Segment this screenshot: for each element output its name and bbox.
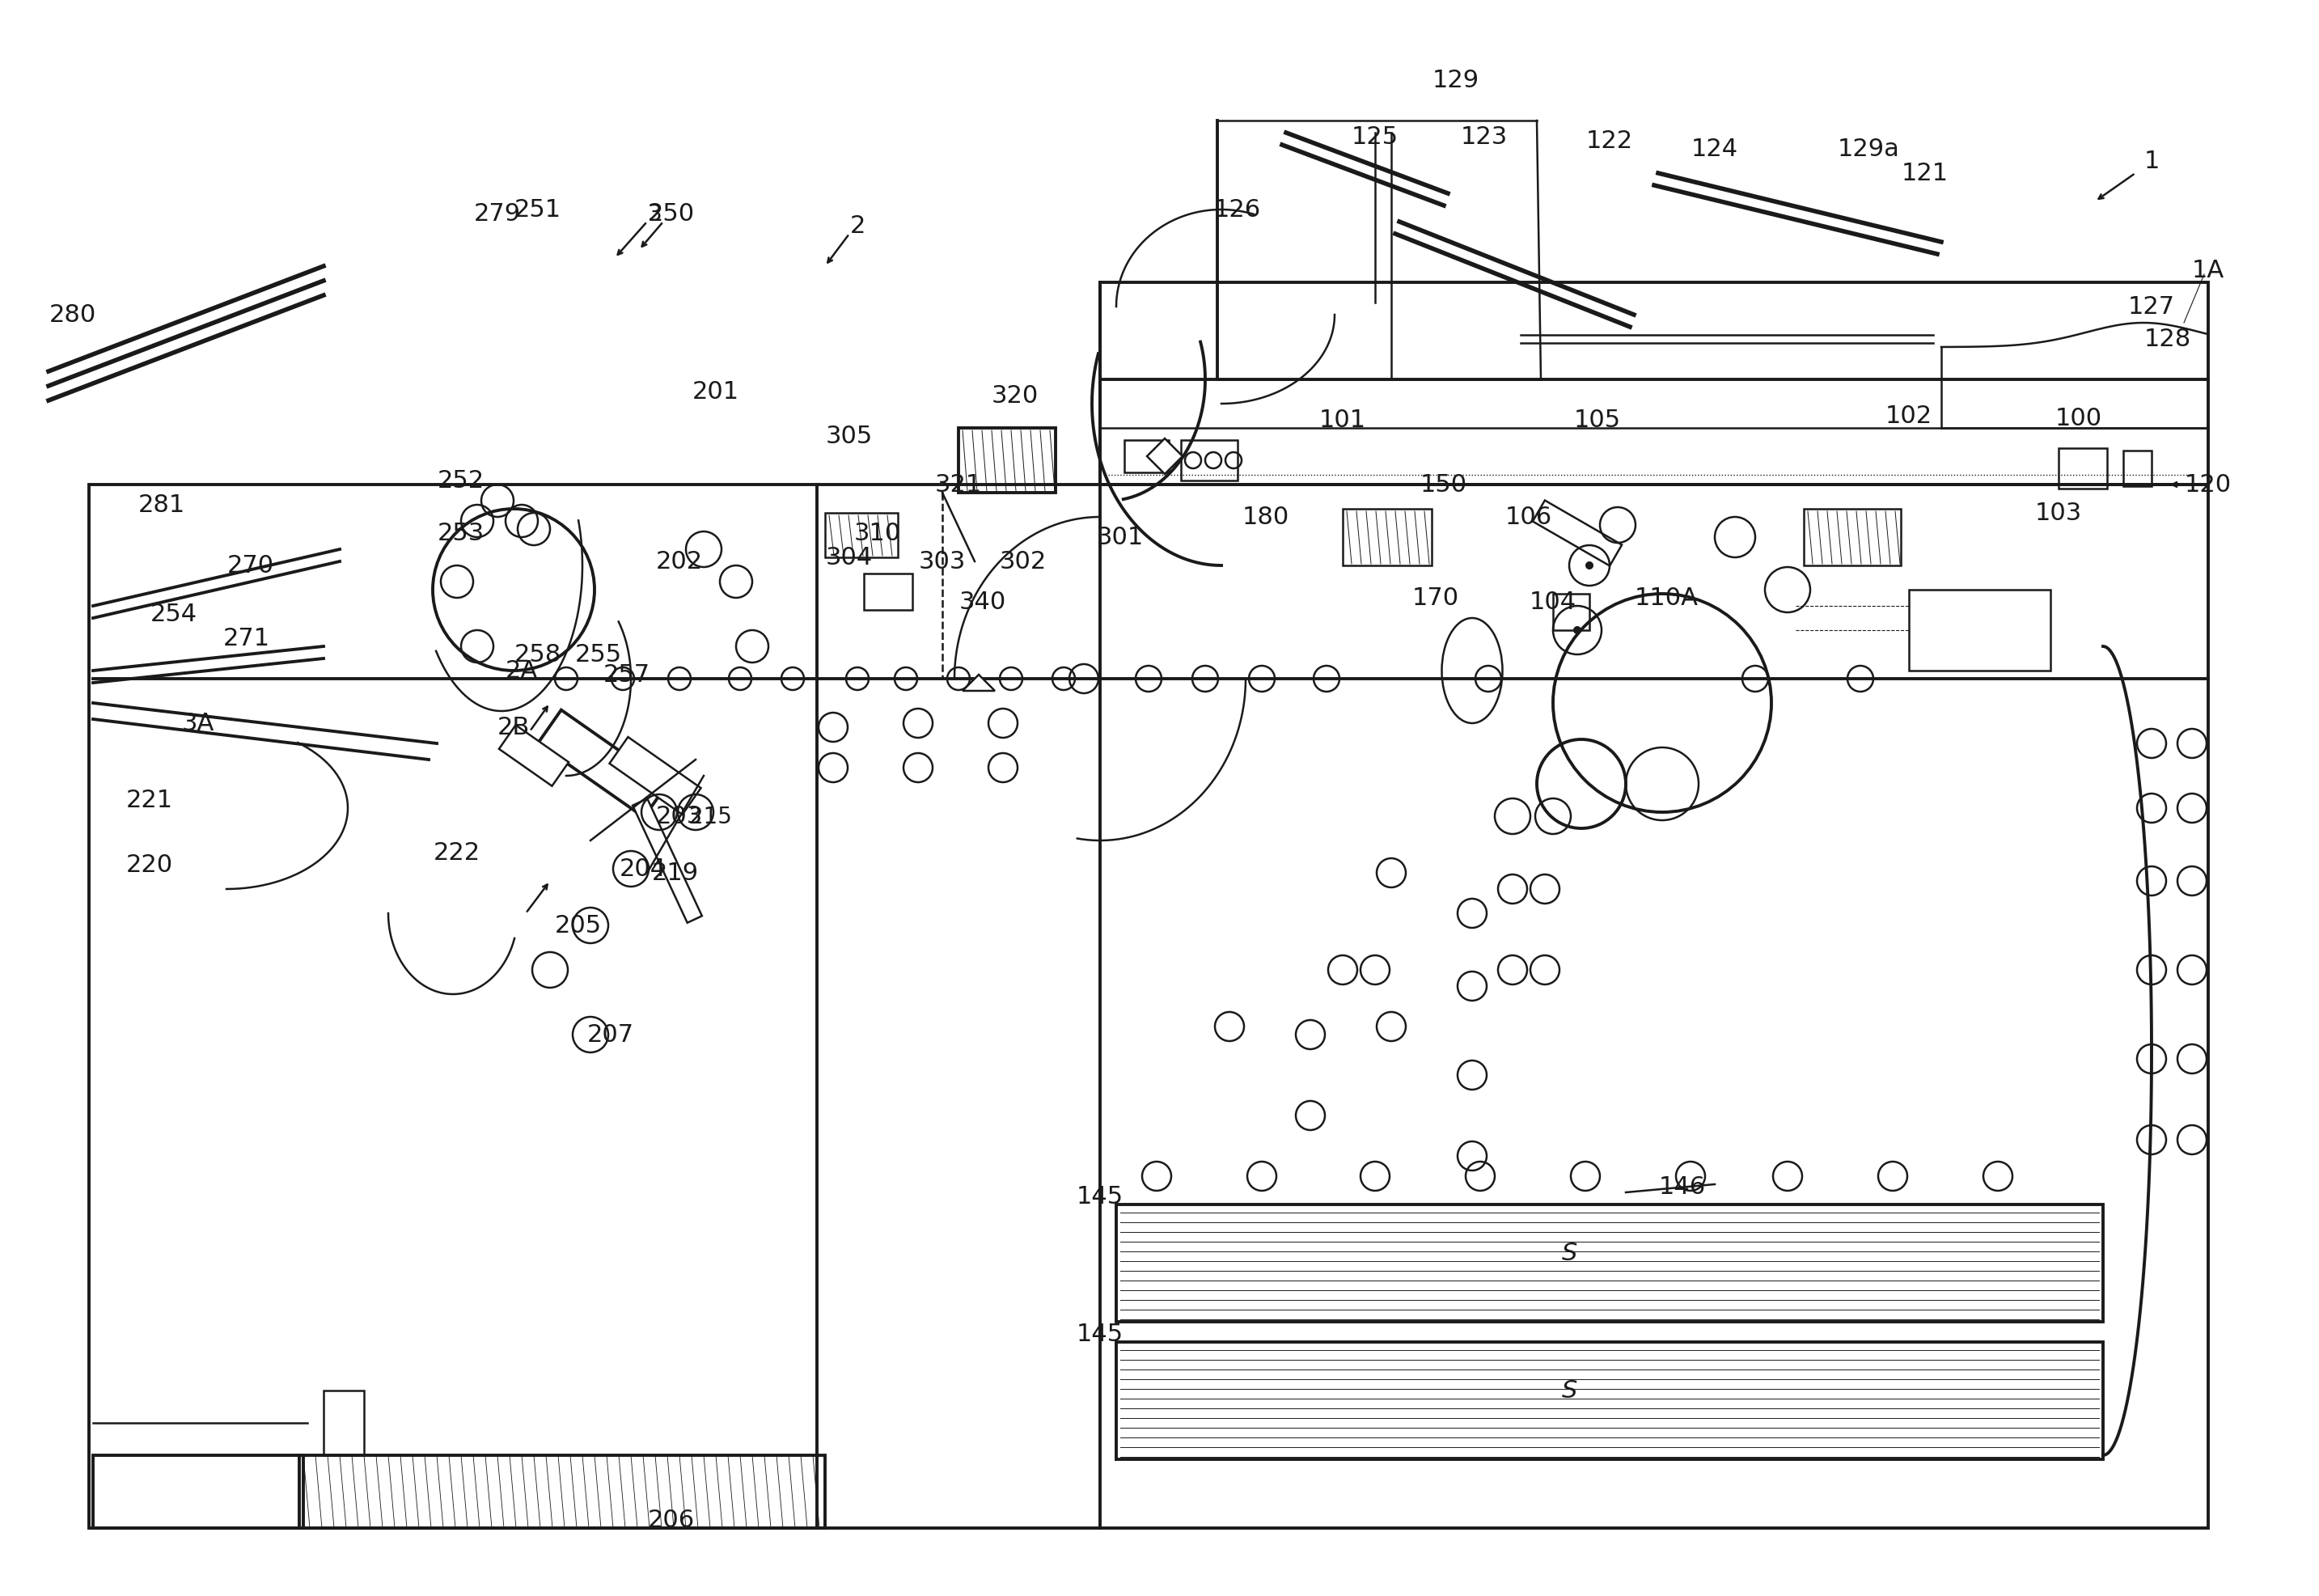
Bar	[1554, 594, 1589, 630]
Bar	[299, 1456, 826, 1527]
Bar	[538, 710, 668, 817]
Text: 301: 301	[1097, 527, 1143, 549]
Text: 251: 251	[515, 198, 561, 222]
Bar	[1180, 440, 1238, 480]
Text: 279: 279	[473, 203, 522, 227]
Text: 220: 220	[125, 854, 174, 876]
Text: 105: 105	[1575, 409, 1621, 433]
Text: 127: 127	[2129, 295, 2175, 319]
Text: 125: 125	[1352, 126, 1398, 148]
Bar	[1804, 509, 1902, 567]
Text: 222: 222	[434, 841, 480, 865]
Bar	[1115, 1342, 2103, 1459]
Bar	[1099, 282, 2208, 485]
Circle shape	[1572, 627, 1582, 635]
Polygon shape	[962, 675, 995, 691]
Text: 3A: 3A	[181, 712, 213, 736]
Text: 145: 145	[1076, 1323, 1125, 1345]
Bar	[1533, 501, 1621, 567]
Text: 120: 120	[2184, 474, 2231, 496]
Text: 206: 206	[647, 1508, 696, 1532]
Text: 126: 126	[1215, 198, 1262, 222]
Text: 101: 101	[1320, 409, 1366, 433]
Text: 3: 3	[647, 203, 663, 225]
Text: 203: 203	[656, 804, 703, 828]
Bar	[88, 485, 2208, 1527]
Bar	[1909, 591, 2050, 670]
Text: 257: 257	[603, 664, 649, 686]
Text: 129a: 129a	[1837, 137, 1899, 161]
Text: 271: 271	[223, 627, 271, 651]
Ellipse shape	[1442, 619, 1503, 723]
Text: 201: 201	[693, 380, 740, 404]
Text: S: S	[1561, 1242, 1577, 1266]
Text: 2A: 2A	[506, 659, 538, 683]
Text: 106: 106	[1505, 506, 1551, 530]
Text: 221: 221	[125, 788, 174, 812]
Text: 104: 104	[1531, 591, 1577, 614]
Bar	[2124, 452, 2152, 487]
Text: 310: 310	[853, 522, 902, 546]
Text: 2: 2	[849, 214, 865, 238]
Text: 207: 207	[587, 1023, 633, 1047]
Text: 100: 100	[2055, 407, 2103, 431]
Text: 150: 150	[1419, 474, 1468, 496]
Text: 129: 129	[1433, 69, 1480, 93]
Text: 1: 1	[2143, 150, 2159, 174]
Text: 123: 123	[1461, 126, 1507, 148]
Text: 340: 340	[960, 591, 1006, 614]
Text: 204: 204	[619, 857, 666, 881]
Text: 146: 146	[1658, 1175, 1707, 1199]
Text: 302: 302	[999, 551, 1046, 573]
Text: 102: 102	[1885, 405, 1932, 428]
Bar	[1343, 509, 1431, 567]
Text: 205: 205	[554, 915, 603, 937]
Text: 281: 281	[139, 493, 186, 517]
Bar	[1115, 1205, 2103, 1321]
Text: 304: 304	[826, 546, 872, 570]
Text: 305: 305	[826, 425, 872, 448]
Text: S: S	[1561, 1379, 1577, 1403]
Bar	[610, 737, 700, 816]
Text: 252: 252	[438, 469, 485, 493]
Text: 320: 320	[993, 385, 1039, 409]
Bar	[2059, 448, 2108, 488]
Text: 255: 255	[575, 643, 621, 667]
Bar	[958, 428, 1055, 493]
Bar	[93, 1456, 304, 1527]
Bar	[325, 1390, 364, 1456]
Circle shape	[1586, 562, 1593, 570]
Text: 215: 215	[689, 806, 730, 828]
Text: 180: 180	[1243, 506, 1289, 530]
Text: 128: 128	[2145, 327, 2191, 351]
Text: 303: 303	[918, 551, 967, 573]
Text: 202: 202	[656, 551, 703, 573]
Text: 122: 122	[1586, 129, 1633, 153]
Text: 250: 250	[647, 203, 696, 227]
Text: 219: 219	[652, 862, 698, 884]
Text: 121: 121	[1902, 163, 1948, 185]
Text: 2B: 2B	[496, 717, 531, 739]
Text: 258: 258	[515, 643, 561, 667]
Bar	[826, 514, 897, 559]
Polygon shape	[1148, 439, 1183, 474]
Bar	[1125, 440, 1169, 472]
Text: 145: 145	[1076, 1184, 1125, 1208]
Bar	[499, 726, 568, 787]
Text: 103: 103	[2036, 501, 2082, 525]
Text: 321: 321	[935, 474, 981, 496]
Bar	[865, 575, 911, 610]
Text: 124: 124	[1691, 137, 1739, 161]
Text: 280: 280	[49, 303, 97, 327]
Text: 254: 254	[151, 603, 197, 626]
Text: 270: 270	[227, 554, 274, 578]
Bar	[633, 800, 703, 922]
Text: 110A: 110A	[1635, 587, 1698, 610]
Text: 253: 253	[438, 522, 485, 546]
Text: 170: 170	[1412, 587, 1459, 610]
Text: 1A: 1A	[2191, 259, 2224, 282]
